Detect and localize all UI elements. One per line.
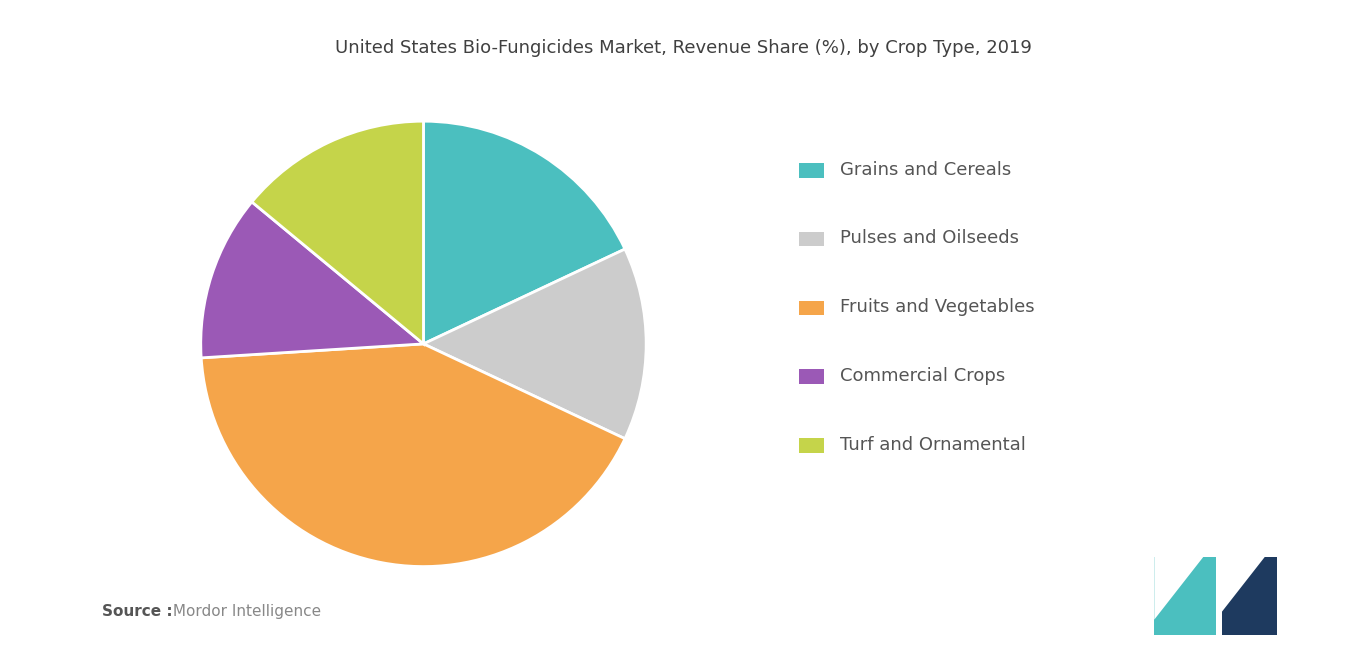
Text: Commercial Crops: Commercial Crops: [840, 367, 1005, 385]
Wedge shape: [251, 121, 423, 344]
Wedge shape: [201, 202, 423, 358]
Text: Mordor Intelligence: Mordor Intelligence: [168, 604, 321, 619]
Polygon shape: [1154, 557, 1216, 635]
Text: Fruits and Vegetables: Fruits and Vegetables: [840, 298, 1034, 316]
Polygon shape: [1221, 557, 1277, 635]
Wedge shape: [423, 121, 626, 344]
Text: United States Bio-Fungicides Market, Revenue Share (%), by Crop Type, 2019: United States Bio-Fungicides Market, Rev…: [335, 39, 1031, 57]
Polygon shape: [1154, 557, 1203, 620]
Text: Turf and Ornamental: Turf and Ornamental: [840, 436, 1026, 454]
Text: Source :: Source :: [102, 604, 173, 619]
Wedge shape: [201, 344, 626, 567]
Text: Grains and Cereals: Grains and Cereals: [840, 160, 1011, 179]
Wedge shape: [423, 249, 646, 439]
Text: Pulses and Oilseeds: Pulses and Oilseeds: [840, 229, 1019, 248]
Polygon shape: [1221, 557, 1265, 612]
